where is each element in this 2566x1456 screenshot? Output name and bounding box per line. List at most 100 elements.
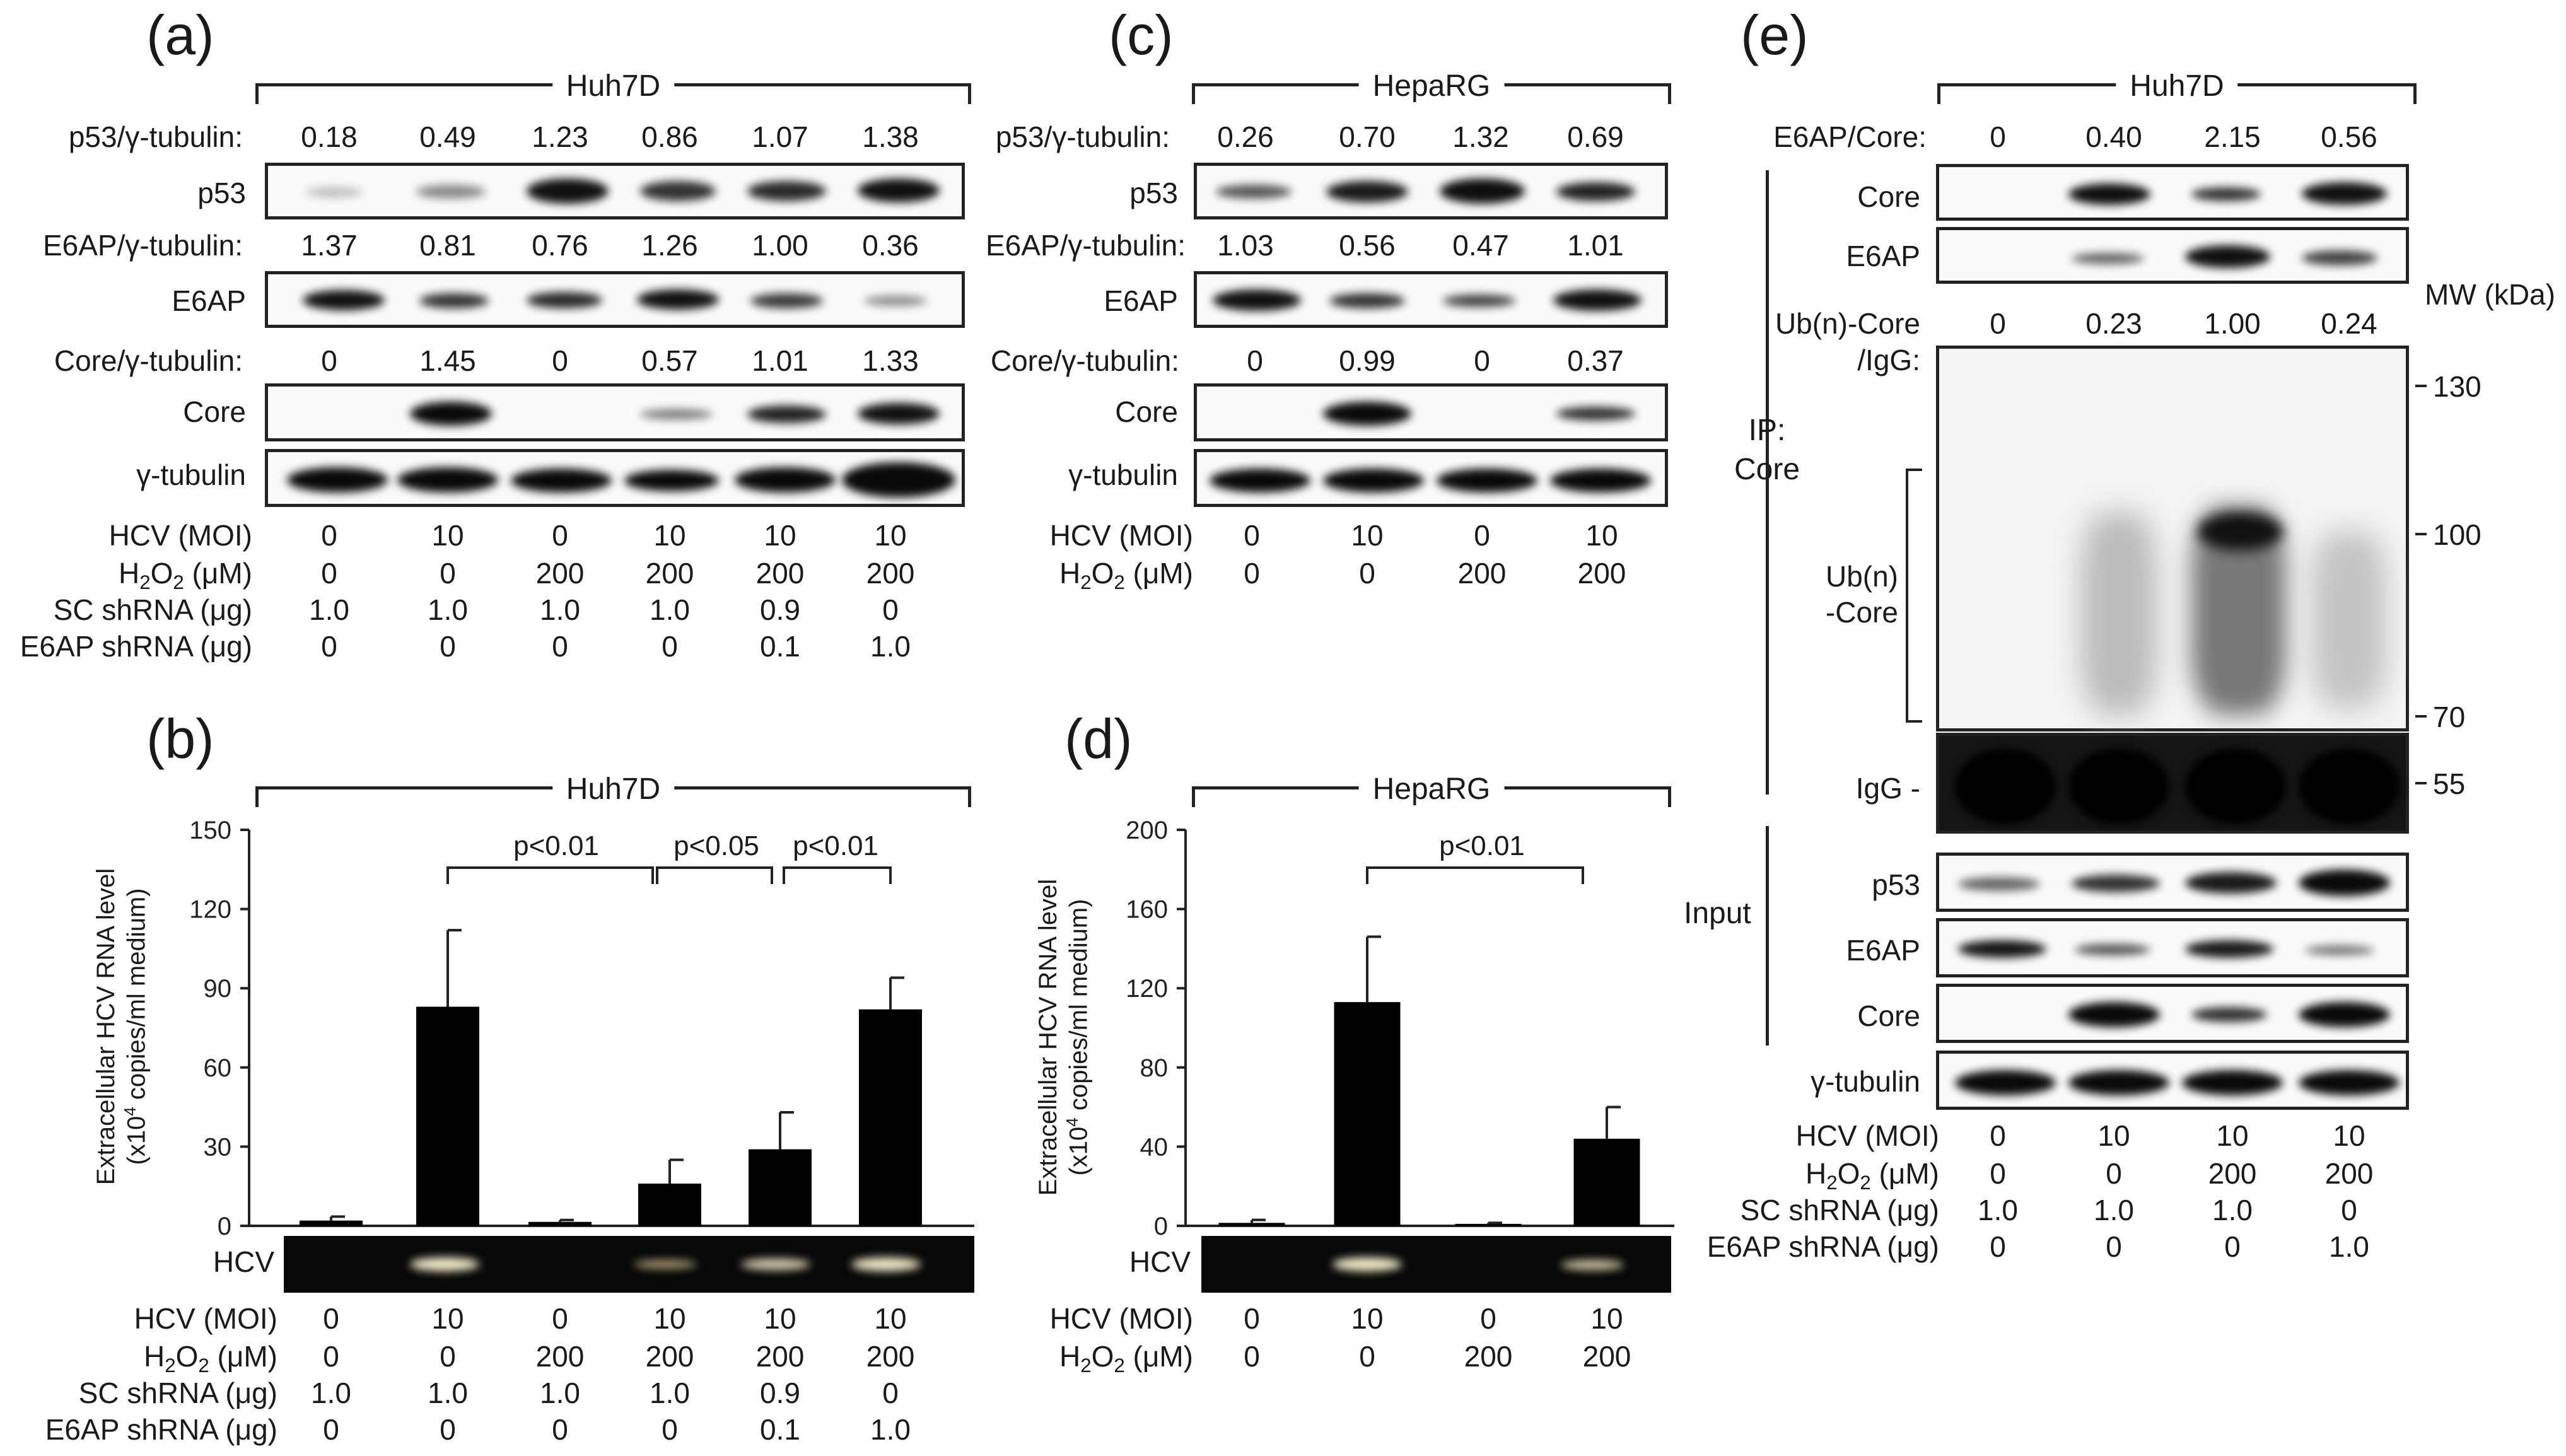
bar xyxy=(859,1009,922,1226)
b-cond-value: 1.0 xyxy=(650,1377,690,1409)
c-ratio-value: 0.47 xyxy=(1452,229,1509,262)
d-cond-value: 0 xyxy=(1359,1340,1375,1373)
b-cond-value: 0 xyxy=(552,1302,568,1335)
b-cond-value: 0 xyxy=(323,1302,339,1335)
y-tick-label: 120 xyxy=(1126,975,1168,1003)
b-cond-value: 1.0 xyxy=(428,1377,468,1409)
e-ip-label-line1: IP: xyxy=(1748,414,1786,447)
e-cond-value: 0 xyxy=(2224,1230,2241,1263)
y-tick-label: 120 xyxy=(189,896,231,924)
y-tick-label: 90 xyxy=(204,975,232,1003)
e-mw-tick xyxy=(2415,715,2427,718)
c-ratio-value: 0.56 xyxy=(1339,229,1396,262)
bar xyxy=(416,1006,479,1226)
a-blot-label-e6ap: E6AP xyxy=(172,284,246,317)
panel-c-label: (c) xyxy=(1109,4,1174,66)
e-ub-core-value: 0.23 xyxy=(2085,307,2142,340)
a-cond-value: 200 xyxy=(755,557,805,590)
d-cond-label-h2o2: H2O2 (μM) xyxy=(1059,1340,1193,1377)
a-ratio-value: 0.86 xyxy=(641,120,698,153)
e-blot-label-e6ap-input: E6AP xyxy=(1846,934,1920,967)
c-cond-value: 200 xyxy=(1577,557,1626,590)
b-gel-strip xyxy=(284,1236,974,1293)
c-ratio-value: 0 xyxy=(1247,344,1263,377)
c-blot-core xyxy=(1194,383,1668,441)
e-mw-tick xyxy=(2415,782,2427,784)
e-blot-label-tubulin-input: γ-tubulin xyxy=(1811,1065,1920,1098)
c-blot-tubulin xyxy=(1194,449,1668,507)
a-cond-value: 10 xyxy=(764,519,796,552)
a-ratio-value: 0.57 xyxy=(641,344,698,377)
e-blot-e6ap-input xyxy=(1936,918,2409,977)
a-cond-label-sc-shrna: SC shRNA (μg) xyxy=(53,593,252,626)
c-cond-value: 0 xyxy=(1244,557,1260,590)
b-cond-label-e6ap-shrna: E6AP shRNA (μg) xyxy=(45,1413,277,1446)
e-ub-core-value: 0 xyxy=(1990,307,2006,340)
c-ratio-value: 1.01 xyxy=(1567,229,1624,262)
e-blot-label-e6ap-ip: E6AP xyxy=(1846,240,1920,272)
bar xyxy=(300,1220,363,1226)
y-tick-label: 200 xyxy=(1126,817,1168,844)
c-ratio-value: 0.26 xyxy=(1217,120,1274,153)
c-ratio-label-p53: p53/γ-tubulin: xyxy=(995,120,1170,153)
e-input-label: Input xyxy=(1684,897,1751,930)
b-cond-value: 10 xyxy=(764,1302,796,1335)
y-tick-label: 60 xyxy=(204,1054,232,1082)
c-ratio-label-core: Core/γ-tubulin: xyxy=(990,344,1179,377)
e-mw-marker: 100 xyxy=(2433,518,2481,551)
panel-b-cell-line: Huh7D xyxy=(552,772,675,807)
b-cond-value: 0 xyxy=(440,1413,456,1446)
panel-e-bracket: Huh7D xyxy=(1937,69,2417,104)
a-ratio-value: 1.38 xyxy=(862,120,919,153)
a-cond-value: 0 xyxy=(321,519,337,552)
a-blot-label-core: Core xyxy=(183,395,246,428)
e-e6ap-core-value: 0.56 xyxy=(2321,120,2377,153)
e-blot-core-input xyxy=(1936,984,2409,1043)
e-mw-tick xyxy=(2415,385,2427,387)
a-cond-value: 0 xyxy=(552,630,568,663)
a-blot-e6ap xyxy=(265,271,965,328)
d-cond-value: 200 xyxy=(1582,1340,1631,1373)
a-blot-tubulin xyxy=(265,449,965,507)
a-ratio-value: 0 xyxy=(321,344,337,377)
a-blot-p53 xyxy=(265,163,965,219)
b-cond-value: 200 xyxy=(535,1340,585,1373)
b-cond-label-sc-shrna: SC shRNA (μg) xyxy=(78,1377,277,1409)
a-cond-label-h2o2: H2O2 (μM) xyxy=(118,557,252,593)
panel-e-label: (e) xyxy=(1741,4,1809,66)
d-cond-value: 0 xyxy=(1244,1302,1260,1335)
a-cond-value: 1.0 xyxy=(540,593,580,626)
e-e6ap-core-value: 0.40 xyxy=(2085,120,2142,153)
b-sig-label-3: p<0.01 xyxy=(793,830,878,861)
y-tick-label: 0 xyxy=(1154,1213,1168,1240)
c-cond-label-h2o2: H2O2 (μM) xyxy=(1059,557,1193,593)
c-blot-p53 xyxy=(1194,163,1668,219)
c-cond-value: 10 xyxy=(1351,519,1384,552)
a-ratio-label-e6ap: E6AP/γ-tubulin: xyxy=(42,229,243,262)
c-blot-label-core: Core xyxy=(1115,395,1178,428)
b-cond-value: 10 xyxy=(431,1302,464,1335)
b-cond-value: 0 xyxy=(440,1340,456,1373)
e-cond-label-h2o2: H2O2 (μM) xyxy=(1805,1157,1939,1194)
e-cond-value: 1.0 xyxy=(2329,1230,2369,1263)
a-cond-value: 0 xyxy=(321,557,337,590)
d-gel-label: HCV xyxy=(1129,1245,1191,1278)
a-ratio-value: 0.18 xyxy=(301,120,358,153)
panel-b-label: (b) xyxy=(146,708,214,770)
panel-a-label: (a) xyxy=(146,4,214,66)
e-ub-core-label-line1: Ub(n)-Core xyxy=(1775,307,1920,340)
c-ratio-value: 0.70 xyxy=(1339,120,1396,153)
panel-c-cell-line: HepaRG xyxy=(1358,69,1505,103)
b-cond-value: 0 xyxy=(662,1413,678,1446)
e-cond-value: 1.0 xyxy=(2094,1194,2134,1226)
a-cond-value: 0 xyxy=(882,593,899,626)
c-blot-label-tubulin: γ-tubulin xyxy=(1068,458,1178,491)
e-cond-value: 1.0 xyxy=(2212,1194,2253,1226)
b-cond-value: 0 xyxy=(882,1377,899,1409)
c-ratio-value: 0.99 xyxy=(1339,344,1396,377)
e-cond-label-hcv: HCV (MOI) xyxy=(1795,1119,1939,1152)
a-cond-label-e6ap-shrna: E6AP shRNA (μg) xyxy=(20,630,252,663)
b-gel-label: HCV xyxy=(213,1245,274,1278)
e-blot-p53-input xyxy=(1936,853,2409,912)
